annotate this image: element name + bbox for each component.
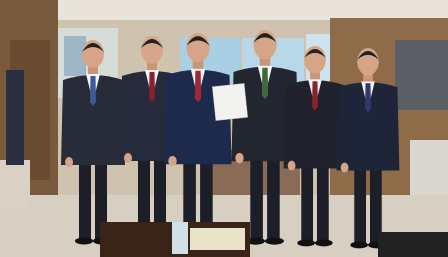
hand [65, 157, 73, 167]
tie [195, 71, 201, 103]
leg [354, 166, 366, 244]
tie [365, 83, 371, 112]
leg [317, 164, 329, 242]
shoe [75, 238, 93, 245]
chair [0, 160, 30, 210]
bag [378, 232, 448, 257]
leg [79, 160, 91, 240]
shoe [315, 240, 333, 247]
screen [395, 40, 448, 110]
leg [267, 156, 280, 240]
paper [190, 228, 245, 250]
page: (() => { const g = document.getElementBy… [0, 0, 448, 257]
shoe [350, 242, 368, 249]
shoe [297, 240, 315, 247]
hand [124, 153, 132, 163]
leg [301, 164, 313, 242]
hand [288, 161, 296, 171]
ceiling [0, 0, 448, 20]
tie [262, 68, 268, 100]
hand [235, 153, 243, 164]
tie [149, 72, 155, 102]
shoe [265, 237, 284, 244]
person-partial [6, 70, 24, 165]
side-table [410, 140, 448, 200]
bottle [172, 222, 188, 254]
tie [312, 81, 318, 110]
tie [90, 76, 96, 106]
leg [250, 156, 263, 240]
photo [0, 0, 448, 257]
document [212, 83, 247, 120]
hand [341, 163, 349, 173]
hand [168, 156, 176, 167]
